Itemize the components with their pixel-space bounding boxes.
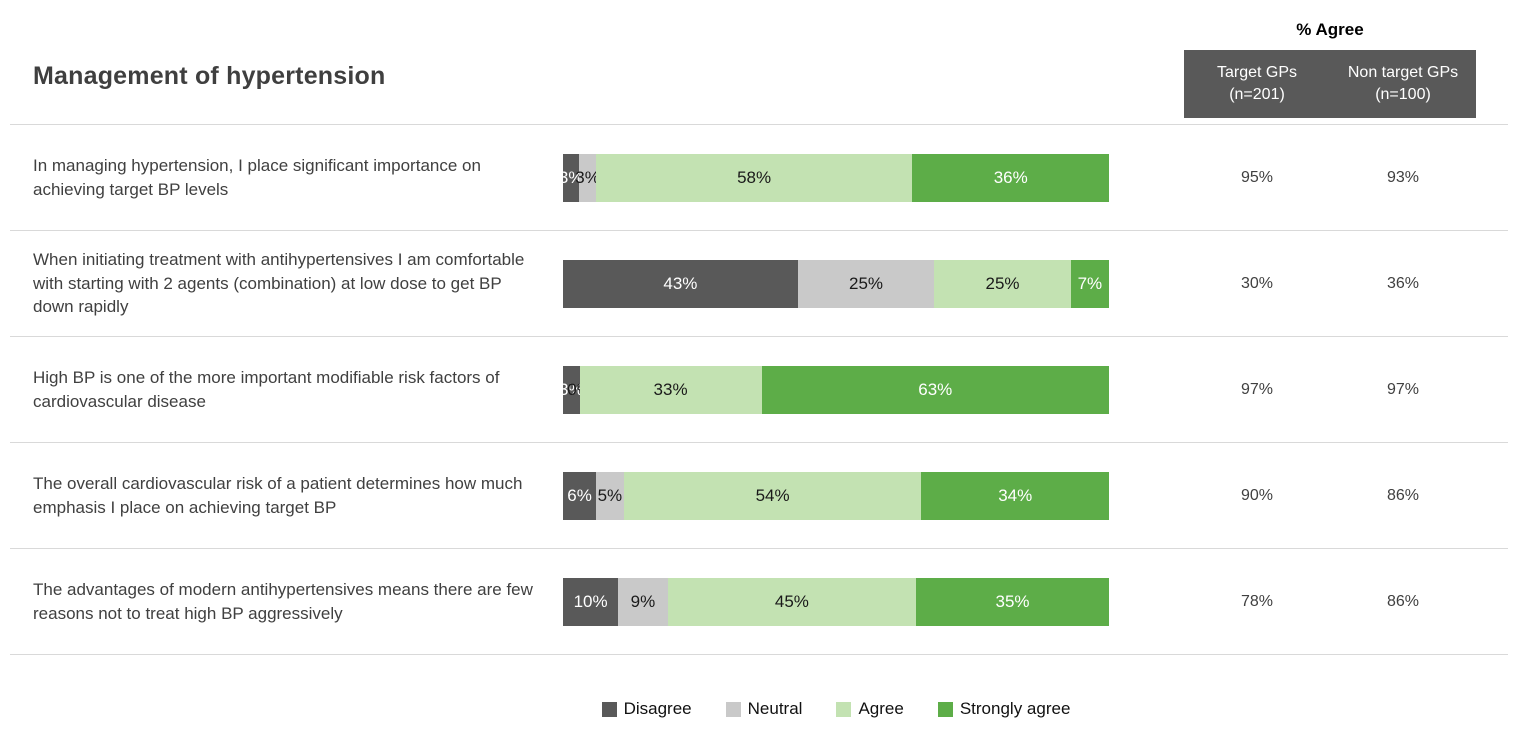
bar-segment: 63% — [761, 365, 1109, 414]
bar-segment: 3% — [559, 153, 583, 202]
bar-segment: 7% — [1070, 259, 1109, 308]
non-target-gps-value: 86% — [1386, 592, 1420, 610]
bar-segment: 35% — [915, 577, 1110, 626]
legend-label: Neutral — [747, 699, 803, 718]
survey-row: The advantages of modern antihypertensiv… — [10, 549, 1508, 655]
target-gps-value: 90% — [1240, 486, 1274, 504]
statement-text: High BP is one of the more important mod… — [33, 367, 500, 411]
bar-segment: 33% — [579, 365, 762, 414]
target-gps-value: 95% — [1240, 168, 1274, 186]
survey-chart-page: Management of hypertension % Agree Targe… — [10, 0, 1508, 719]
legend-item: Agree — [836, 699, 904, 719]
target-gps-value: 97% — [1240, 380, 1274, 398]
stacked-bar: 3% 0% 33% 63% — [559, 365, 1109, 414]
bar-segment-label: 25% — [849, 273, 884, 293]
non-target-gps-value: 86% — [1386, 486, 1420, 504]
bar-segment: 10% — [563, 577, 619, 626]
non-target-gps-value: 93% — [1386, 168, 1420, 186]
non-target-gps-column-subtitle: (n=100) — [1375, 86, 1431, 103]
bar-segment-label: 63% — [918, 379, 953, 399]
bar-segment-label: 25% — [985, 273, 1020, 293]
bar-segment: 25% — [797, 259, 935, 308]
target-gps-column-title: Target GPs — [1216, 64, 1298, 82]
stacked-bar: 3% 3% 58% 36% — [559, 153, 1109, 202]
bar-segment-label: 34% — [998, 485, 1033, 505]
survey-row: The overall cardiovascular risk of a pat… — [10, 443, 1508, 549]
stacked-bar: 43% 25% 25% 7% — [563, 259, 1109, 308]
bar-segment: 45% — [667, 577, 916, 626]
bar-segment-label: 36% — [993, 167, 1028, 187]
bar-segment-label: 5% — [597, 485, 623, 505]
bar-segment-label: 9% — [630, 591, 656, 611]
legend-item: Strongly agree — [937, 699, 1071, 719]
legend-swatch-icon — [836, 701, 852, 717]
bar-segment-label: 58% — [737, 167, 772, 187]
legend-item: Neutral — [725, 699, 803, 719]
bar-segment: 36% — [912, 153, 1109, 202]
statement-text: When initiating treatment with antihyper… — [33, 249, 525, 317]
bar-segment-label: 10% — [573, 591, 608, 611]
non-target-gps-column-title: Non target GPs — [1347, 64, 1459, 82]
legend-swatch-icon — [725, 701, 741, 717]
bar-segment: 3% — [575, 153, 600, 202]
bar-segment: 58% — [595, 153, 913, 202]
legend-item: Disagree — [601, 699, 692, 719]
legend-label: Agree — [858, 699, 904, 718]
survey-row: When initiating treatment with antihyper… — [10, 231, 1508, 337]
statement-text: In managing hypertension, I place signif… — [33, 155, 481, 199]
stacked-bar: 10% 9% 45% 35% — [563, 577, 1110, 626]
agree-table-column-headers: Target GPs (n=201) Non target GPs (n=100… — [1184, 50, 1476, 118]
statement-text: The overall cardiovascular risk of a pat… — [33, 473, 523, 517]
statement-text: The advantages of modern antihypertensiv… — [33, 579, 533, 623]
page-header: Management of hypertension % Agree Targe… — [10, 0, 1508, 125]
survey-row: High BP is one of the more important mod… — [10, 337, 1508, 443]
chart-legend: Disagree Neutral Agree Strongly agree — [563, 699, 1109, 719]
bar-segment-label: 54% — [755, 485, 790, 505]
bar-segment: 5% — [596, 471, 624, 520]
non-target-gps-value: 36% — [1386, 274, 1420, 292]
target-gps-column-subtitle: (n=201) — [1229, 86, 1285, 103]
target-gps-column-header: Target GPs (n=201) — [1184, 50, 1330, 118]
stacked-bar: 6% 5% 54% 34% — [563, 471, 1109, 520]
bar-segment: 43% — [563, 259, 798, 308]
survey-row: In managing hypertension, I place signif… — [10, 125, 1508, 231]
bar-segment: 6% — [563, 471, 597, 520]
non-target-gps-column-header: Non target GPs (n=100) — [1330, 50, 1476, 118]
bar-segment-label: 33% — [653, 379, 688, 399]
bar-segment-label: 6% — [567, 485, 592, 505]
target-gps-value: 30% — [1240, 274, 1274, 292]
bar-segment-label: 7% — [1077, 273, 1103, 293]
legend-label: Strongly agree — [959, 699, 1071, 718]
target-gps-value: 78% — [1240, 592, 1274, 610]
page-title: Management of hypertension — [33, 62, 386, 90]
bar-segment-label: 45% — [774, 591, 809, 611]
legend-label: Disagree — [623, 699, 692, 718]
bar-segment-label: 35% — [995, 591, 1030, 611]
legend-swatch-icon — [601, 701, 617, 717]
non-target-gps-value: 97% — [1386, 380, 1420, 398]
agree-table-header: % Agree — [1296, 20, 1364, 39]
legend-swatch-icon — [937, 701, 953, 717]
bar-segment: 9% — [618, 577, 668, 626]
bar-segment-label: 43% — [663, 273, 698, 293]
bar-segment: 54% — [623, 471, 922, 520]
survey-rows: In managing hypertension, I place signif… — [10, 125, 1508, 655]
bar-segment: 25% — [934, 259, 1071, 308]
bar-segment: 3% — [559, 365, 584, 414]
bar-segment: 34% — [921, 471, 1109, 520]
